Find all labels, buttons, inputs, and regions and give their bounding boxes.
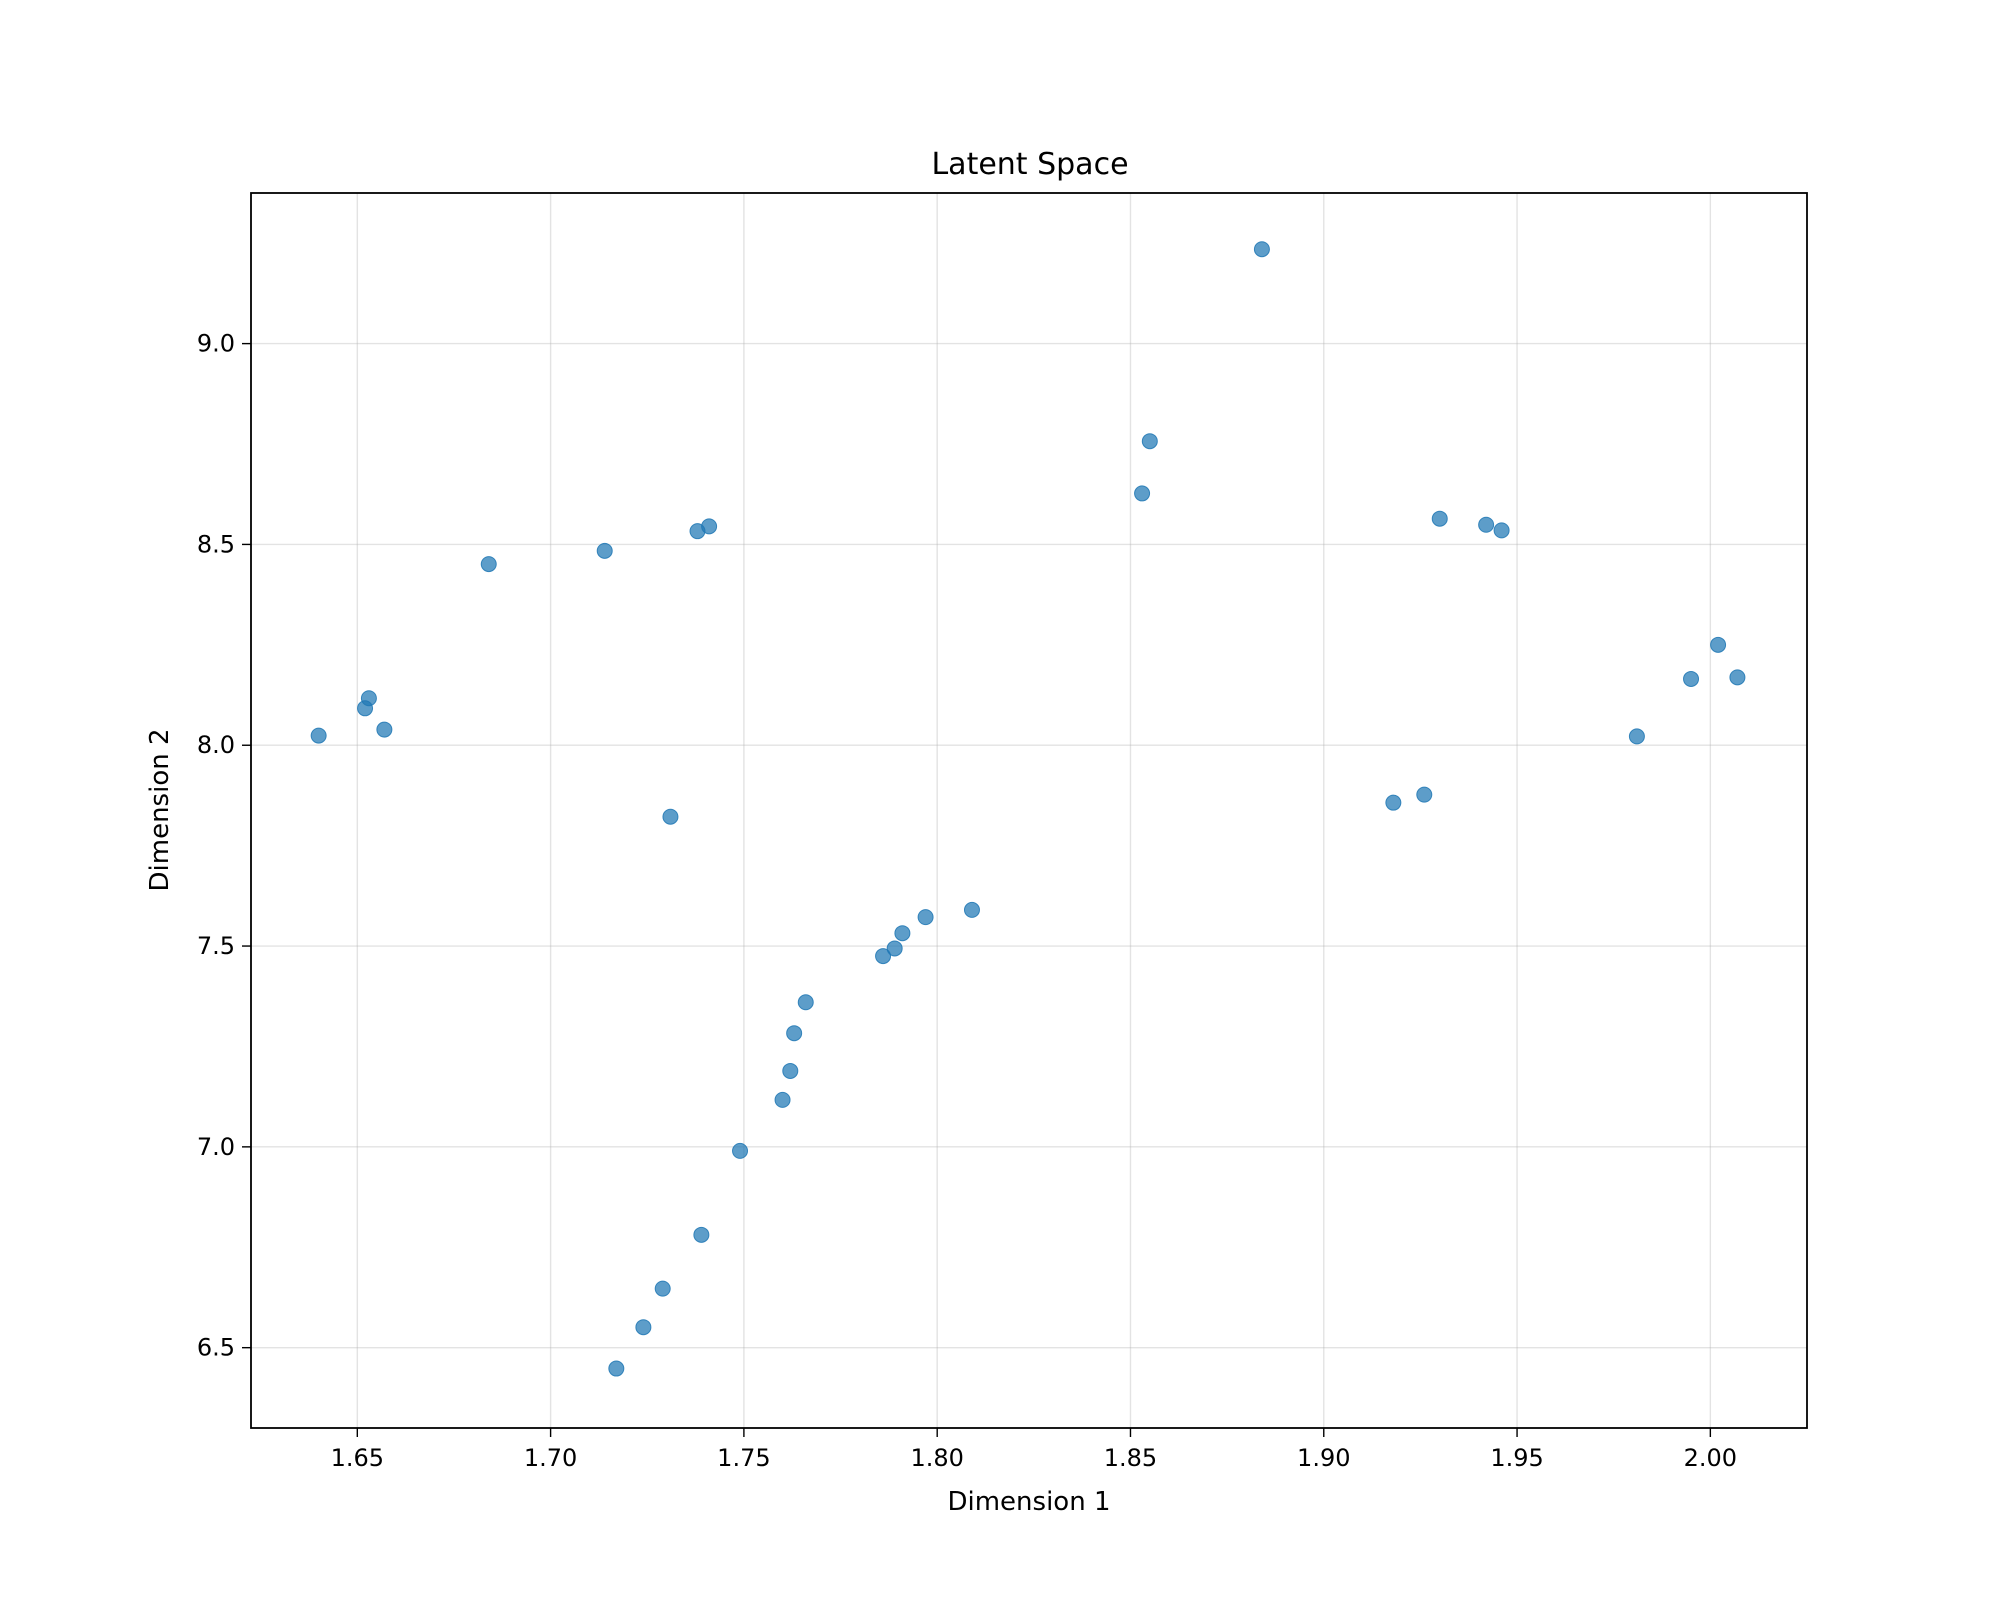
scatter-point (1628, 728, 1645, 745)
scatter-point (1493, 522, 1510, 539)
chart-title: Latent Space (931, 147, 1128, 182)
x-tick-label: 1.95 (1490, 1444, 1543, 1472)
x-tick-label: 1.90 (1297, 1444, 1350, 1472)
scatter-point (310, 727, 327, 744)
scatter-point (786, 1025, 803, 1042)
scatter-point (635, 1319, 652, 1336)
scatter-point (963, 901, 980, 918)
ticks-layer: 1.65 1.70 1.75 1.80 1.85 1.90 1.95 2.00 6.5 7.0 7.… (197, 330, 1737, 1472)
y-axis-label: Dimension 2 (145, 728, 175, 891)
scatter-point (917, 909, 934, 926)
grid-layer (251, 193, 1807, 1428)
y-tick-label: 8.5 (197, 530, 235, 558)
x-tick-label: 1.70 (524, 1444, 577, 1472)
scatter-point (774, 1091, 791, 1108)
scatter-point (1416, 786, 1433, 803)
scatter-point (797, 994, 814, 1011)
scatter-point (1431, 510, 1448, 527)
scatter-point (662, 808, 679, 825)
scatter-point (1710, 636, 1727, 653)
scatter-point (894, 925, 911, 942)
x-tick-label: 1.85 (1104, 1444, 1157, 1472)
scatter-point (376, 721, 393, 738)
scatter-point (1253, 241, 1270, 258)
y-tick-label: 6.5 (197, 1334, 235, 1362)
scatter-point (1385, 794, 1402, 811)
scatter-point (1683, 670, 1700, 687)
scatter-point (875, 948, 892, 965)
scatter-point (1729, 669, 1746, 686)
x-tick-label: 2.00 (1684, 1444, 1737, 1472)
x-tick-label: 1.65 (331, 1444, 384, 1472)
scatter-point (1478, 516, 1495, 533)
x-axis-label: Dimension 1 (947, 1487, 1110, 1517)
plot-area-frame (250, 192, 1808, 1429)
y-tick-label: 7.0 (197, 1133, 235, 1161)
scatter-point (782, 1062, 799, 1079)
points-layer (310, 241, 1746, 1377)
x-tick-label: 1.80 (910, 1444, 963, 1472)
x-tick-label: 1.75 (717, 1444, 770, 1472)
scatter-point (357, 700, 374, 717)
scatter-point (689, 523, 706, 540)
scatter-point (608, 1360, 625, 1377)
scatter-point (654, 1280, 671, 1297)
y-tick-label: 8.0 (197, 731, 235, 759)
scatter-point (693, 1226, 710, 1243)
scatter-point (1141, 433, 1158, 450)
scatter-point (732, 1142, 749, 1159)
y-tick-label: 7.5 (197, 932, 235, 960)
scatter-point (596, 542, 613, 559)
scatter-point (886, 940, 903, 957)
y-tick-label: 9.0 (197, 330, 235, 358)
scatter-point (480, 556, 497, 573)
scatter-point (1134, 485, 1151, 502)
